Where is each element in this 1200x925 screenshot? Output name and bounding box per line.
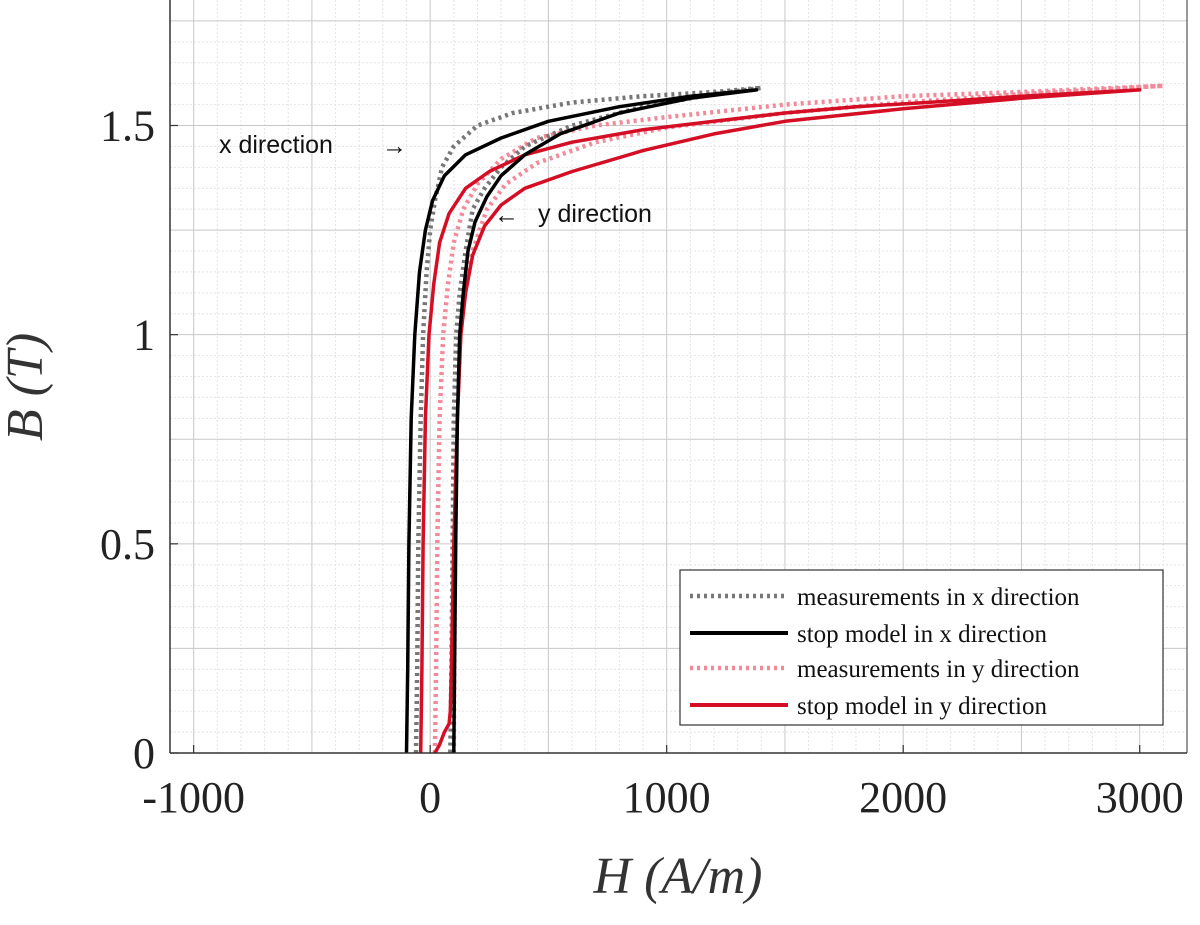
x-tick-labels: -1000 0 1000 2000 3000 <box>142 773 1183 822</box>
x-tick-label: 3000 <box>1096 773 1184 822</box>
x-tick-label: -1000 <box>142 773 245 822</box>
legend-entry-meas-x: measurements in x direction <box>690 584 1080 611</box>
legend-label-meas-x: measurements in x direction <box>797 584 1080 611</box>
annotation-y-direction-label: y direction <box>538 200 652 228</box>
annotation-x-direction-label: x direction <box>219 131 333 159</box>
annotation-y-direction: ← y direction <box>494 200 652 229</box>
annotation-x-direction: x direction → <box>219 131 407 160</box>
annotation-y-direction-arrow: ← <box>494 201 519 229</box>
legend-label-meas-y: measurements in y direction <box>797 656 1080 683</box>
series-line-measurements-y <box>432 83 1166 754</box>
legend-entry-model-y: stop model in y direction <box>690 693 1047 720</box>
major-grid <box>170 0 1187 753</box>
legend-label-model-y: stop model in y direction <box>797 693 1047 720</box>
x-tick-label: 1000 <box>623 773 711 822</box>
y-tick-label: 1.5 <box>100 102 155 151</box>
legend-label-model-x: stop model in x direction <box>797 621 1047 648</box>
legend-entry-model-x: stop model in x direction <box>690 621 1047 648</box>
y-tick-labels: 0 0.5 1 1.5 <box>100 102 155 779</box>
y-axis-title: B (T) <box>0 333 54 441</box>
y-tick-label: 0 <box>133 729 155 778</box>
x-axis-title: H (A/m) <box>593 848 763 905</box>
x-tick-label: 0 <box>419 773 441 822</box>
y-tick-label: 0.5 <box>100 520 155 569</box>
series-layer <box>404 83 1166 754</box>
axes-frame <box>169 0 1188 754</box>
series-line-stop-model-x <box>404 88 759 754</box>
annotation-x-direction-arrow: → <box>382 132 407 160</box>
legend-entry-meas-y: measurements in y direction <box>690 656 1080 683</box>
y-tick-label: 1 <box>133 311 155 360</box>
x-tick-label: 2000 <box>859 773 947 822</box>
legend: measurements in x direction stop model i… <box>679 569 1164 726</box>
